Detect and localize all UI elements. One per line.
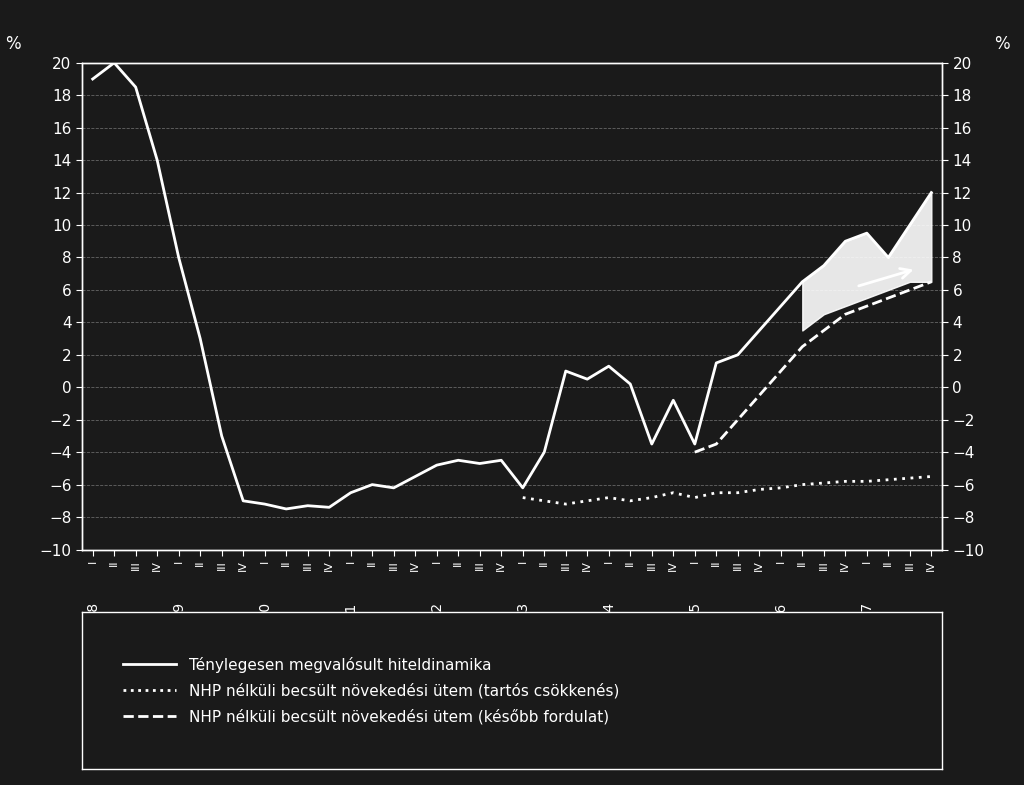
Text: 2010: 2010 xyxy=(258,602,271,637)
Text: 2009: 2009 xyxy=(172,602,185,637)
Text: 2012: 2012 xyxy=(430,602,443,637)
Text: %: % xyxy=(994,35,1010,53)
Text: 2017: 2017 xyxy=(860,602,873,637)
Text: 2015: 2015 xyxy=(688,602,701,637)
Text: 2016: 2016 xyxy=(774,602,787,637)
Text: 2011: 2011 xyxy=(344,602,357,637)
Text: %: % xyxy=(5,35,20,53)
Legend: Ténylegesen megvalósult hiteldinamika, NHP nélküli becsült növekedési ütem (tart: Ténylegesen megvalósult hiteldinamika, N… xyxy=(116,649,627,732)
Text: 2014: 2014 xyxy=(602,602,615,637)
Text: 2008: 2008 xyxy=(86,602,99,637)
Text: 2013: 2013 xyxy=(516,602,529,637)
